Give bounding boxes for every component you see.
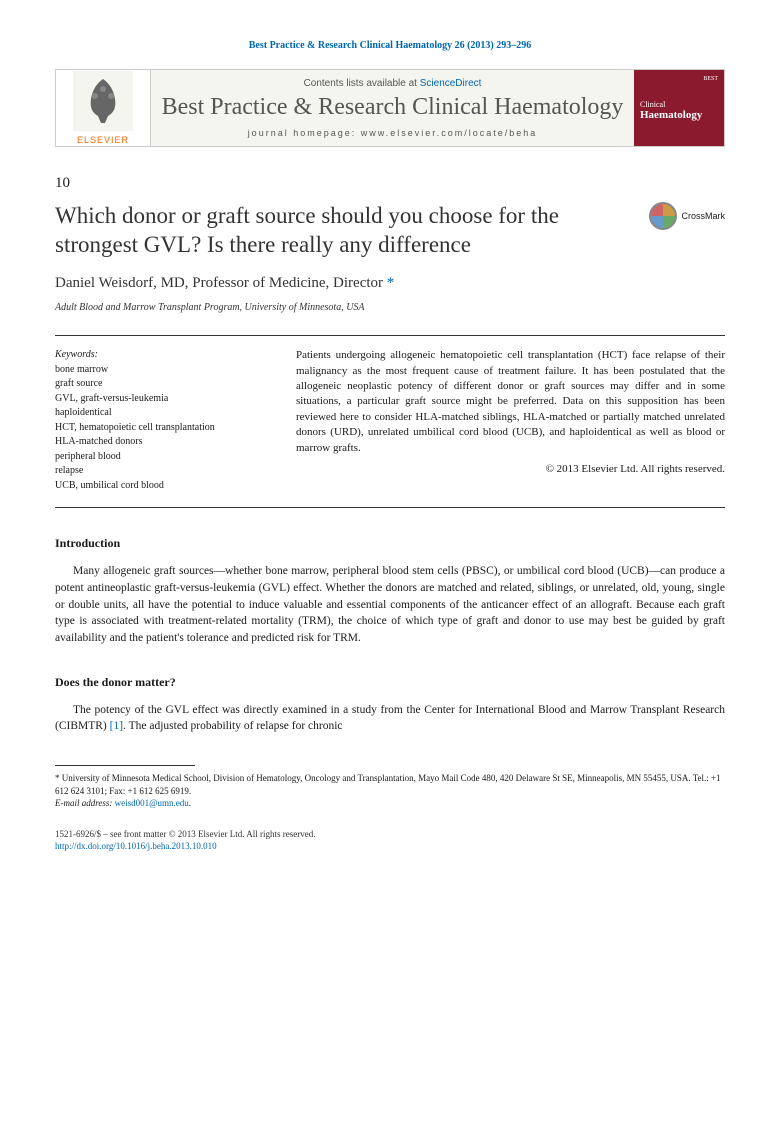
crossmark-icon bbox=[649, 202, 677, 230]
reference-link-1[interactable]: [1] bbox=[110, 720, 123, 732]
journal-masthead: ELSEVIER Contents lists available at Sci… bbox=[55, 69, 725, 147]
elsevier-tree-icon bbox=[73, 71, 133, 131]
keyword-item: HLA-matched donors bbox=[55, 435, 270, 450]
footer-block: 1521-6926/$ – see front matter © 2013 El… bbox=[55, 828, 725, 853]
donor-text-suffix: . The adjusted probability of relapse fo… bbox=[123, 720, 343, 732]
affiliation: Adult Blood and Marrow Transplant Progra… bbox=[55, 302, 725, 313]
keyword-item: peripheral blood bbox=[55, 450, 270, 465]
donor-paragraph: The potency of the GVL effect was direct… bbox=[55, 702, 725, 735]
issn-copyright-line: 1521-6926/$ – see front matter © 2013 El… bbox=[55, 828, 725, 841]
keyword-item: GVL, graft-versus-leukemia bbox=[55, 392, 270, 407]
keyword-item: HCT, hematopoietic cell transplantation bbox=[55, 421, 270, 436]
footnote-divider bbox=[55, 765, 195, 766]
crossmark-badge[interactable]: CrossMark bbox=[649, 202, 725, 230]
keyword-item: haploidentical bbox=[55, 406, 270, 421]
journal-cover-thumbnail: BEST Clinical Haematology bbox=[634, 70, 724, 146]
corresponding-asterisk: * bbox=[383, 275, 394, 291]
keywords-column: Keywords: bone marrow graft source GVL, … bbox=[55, 348, 270, 493]
contents-prefix: Contents lists available at bbox=[304, 78, 420, 89]
email-label: E-mail address: bbox=[55, 798, 112, 808]
doi-link[interactable]: http://dx.doi.org/10.1016/j.beha.2013.10… bbox=[55, 840, 725, 853]
article-title: Which donor or graft source should you c… bbox=[55, 202, 635, 260]
author-name: Daniel Weisdorf, MD, Professor of Medici… bbox=[55, 275, 383, 291]
keyword-item: graft source bbox=[55, 377, 270, 392]
footnote-address: * University of Minnesota Medical School… bbox=[55, 772, 725, 797]
abstract-text: Patients undergoing allogeneic hematopoi… bbox=[296, 348, 725, 456]
cover-sub-label: Haematology bbox=[640, 109, 718, 121]
journal-title: Best Practice & Research Clinical Haemat… bbox=[162, 93, 624, 122]
contents-available-line: Contents lists available at ScienceDirec… bbox=[304, 78, 482, 89]
introduction-heading: Introduction bbox=[55, 536, 725, 551]
journal-homepage-line: journal homepage: www.elsevier.com/locat… bbox=[248, 128, 538, 138]
keyword-item: relapse bbox=[55, 464, 270, 479]
header-citation: Best Practice & Research Clinical Haemat… bbox=[55, 40, 725, 51]
keyword-item: UCB, umbilical cord blood bbox=[55, 479, 270, 494]
corresponding-footnote: * University of Minnesota Medical School… bbox=[55, 772, 725, 810]
authors-line: Daniel Weisdorf, MD, Professor of Medici… bbox=[55, 275, 725, 292]
masthead-center: Contents lists available at ScienceDirec… bbox=[151, 70, 634, 146]
abstract-copyright: © 2013 Elsevier Ltd. All rights reserved… bbox=[296, 462, 725, 477]
bottom-divider bbox=[55, 507, 725, 508]
introduction-paragraph: Many allogeneic graft sources—whether bo… bbox=[55, 563, 725, 646]
sciencedirect-link[interactable]: ScienceDirect bbox=[420, 78, 482, 89]
abstract-column: Patients undergoing allogeneic hematopoi… bbox=[296, 348, 725, 493]
crossmark-label: CrossMark bbox=[681, 211, 725, 221]
cover-top-label: BEST bbox=[640, 76, 718, 82]
elsevier-wordmark: ELSEVIER bbox=[77, 135, 129, 145]
cover-mid-label: Clinical bbox=[640, 100, 718, 109]
elsevier-logo[interactable]: ELSEVIER bbox=[56, 70, 151, 146]
article-number: 10 bbox=[55, 175, 725, 192]
donor-heading: Does the donor matter? bbox=[55, 675, 725, 690]
email-link[interactable]: weisd001@umn.edu bbox=[115, 798, 189, 808]
keywords-label: Keywords: bbox=[55, 348, 270, 363]
keyword-item: bone marrow bbox=[55, 363, 270, 378]
